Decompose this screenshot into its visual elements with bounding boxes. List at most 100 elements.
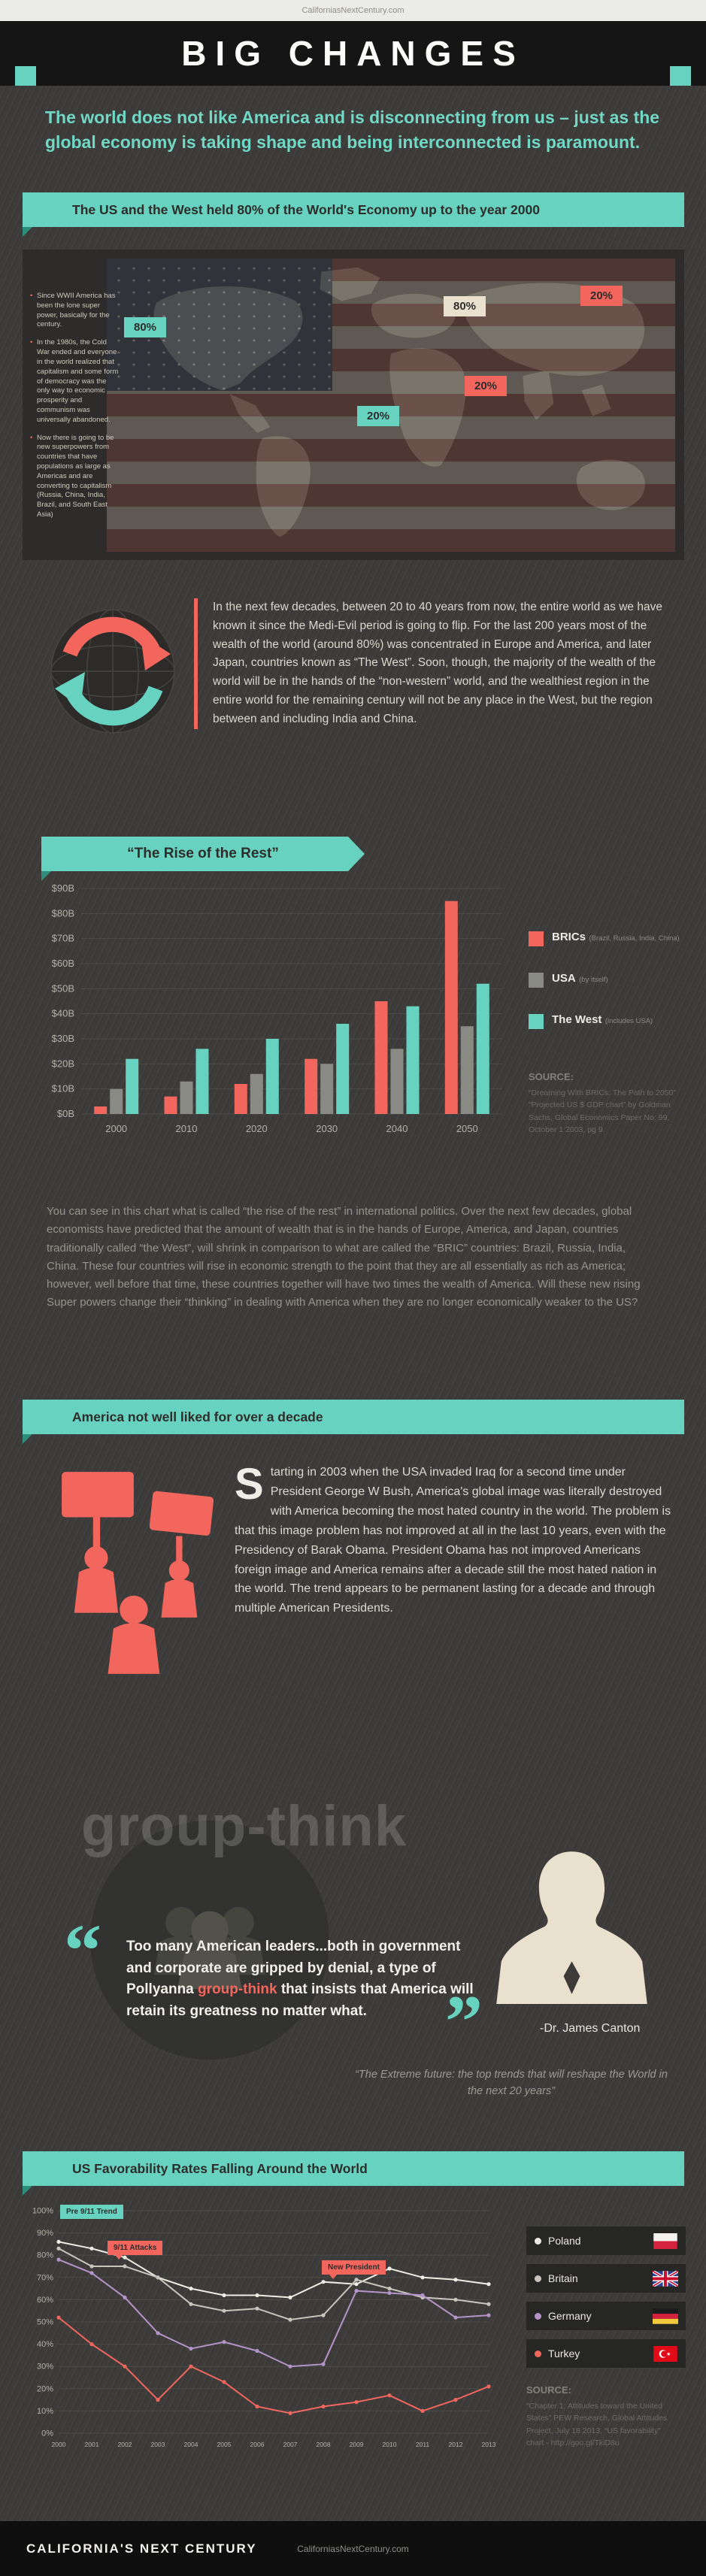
x-tick-label: 2011 xyxy=(416,2441,430,2448)
disliked-paragraph-text: tarting in 2003 when the USA invaded Ira… xyxy=(235,1466,671,1615)
point-britain-2009 xyxy=(354,2278,359,2282)
bar-brics-2030 xyxy=(305,1058,318,1114)
point-germany-2008 xyxy=(321,2362,326,2366)
x-tick-label: 2005 xyxy=(217,2441,232,2448)
poland-flag-icon xyxy=(653,2232,678,2249)
point-poland-2012 xyxy=(453,2278,458,2282)
x-tick-label: 2002 xyxy=(118,2441,132,2448)
y-tick-label: $50B xyxy=(52,982,74,994)
bar-the-west-2050 xyxy=(476,983,489,1114)
point-britain-2001 xyxy=(89,2264,94,2269)
bar-chart-legend: BRICs (Brazil, Russia, India, China) USA… xyxy=(529,931,686,1055)
point-turkey-2013 xyxy=(486,2384,491,2389)
point-turkey-2006 xyxy=(255,2404,259,2409)
y-tick-label: $70B xyxy=(52,933,74,944)
x-tick-label: 2013 xyxy=(482,2441,496,2448)
groupthink-watermark: group-think xyxy=(81,1794,408,1858)
y-tick-label: $30B xyxy=(52,1033,74,1044)
legend-label: USA xyxy=(552,972,576,985)
y-tick-label: $10B xyxy=(52,1083,74,1094)
header-band: BIG CHANGES xyxy=(0,21,706,86)
point-britain-2003 xyxy=(156,2275,160,2280)
point-germany-2009 xyxy=(354,2289,359,2293)
x-tick-label: 2010 xyxy=(383,2441,397,2448)
point-turkey-2005 xyxy=(222,2380,226,2384)
usa-swatch xyxy=(529,973,544,988)
bar-usa-2040 xyxy=(390,1049,404,1114)
map-label-north-america: 80% xyxy=(124,317,167,338)
quote-text: that insists that America will retain it… xyxy=(126,1981,474,2019)
point-turkey-2003 xyxy=(156,2398,160,2402)
legend-label: Britain xyxy=(548,2272,578,2284)
point-germany-2004 xyxy=(189,2346,193,2351)
x-tick-label: 2007 xyxy=(283,2441,298,2448)
point-turkey-2007 xyxy=(288,2411,292,2415)
line-chart-source: SOURCE: “Chapter 1: Attitudes toward the… xyxy=(526,2384,688,2449)
point-turkey-2010 xyxy=(387,2393,392,2398)
source-line: October 1 2003, pg 9. xyxy=(529,1125,605,1134)
crowd-circle xyxy=(90,1821,329,2060)
y-tick-label: 20% xyxy=(37,2384,53,2393)
point-britain-2004 xyxy=(189,2302,193,2306)
turkey-flag-icon xyxy=(653,2345,678,2362)
quote-highlight: group-think xyxy=(198,1981,277,1997)
x-tick-label: 2006 xyxy=(250,2441,265,2448)
ribbon-fold xyxy=(23,2186,32,2196)
bar-the-west-2010 xyxy=(195,1049,209,1114)
x-tick-label: 2030 xyxy=(316,1123,338,1134)
point-poland-2013 xyxy=(486,2282,491,2287)
source-line: States” PEW Research, Global Attitudes xyxy=(526,2414,668,2423)
map-label-africa: 20% xyxy=(465,376,508,396)
point-germany-2002 xyxy=(123,2295,127,2299)
x-tick-label: 2004 xyxy=(184,2441,198,2448)
drop-cap: S xyxy=(235,1460,264,1509)
bar-usa-2020 xyxy=(250,1073,263,1114)
y-tick-label: 40% xyxy=(37,2340,53,2349)
legend-item-turkey: Turkey xyxy=(526,2339,686,2368)
poland-dot xyxy=(535,2237,541,2245)
source-line: “Projected US $ GDP chart” by Goldman xyxy=(529,1100,671,1110)
y-tick-label: $90B xyxy=(52,882,74,894)
source-line: “Chapter 1: Attitudes toward the United xyxy=(526,2402,662,2411)
footer-logo: CALIFORNIA'S NEXT CENTURY xyxy=(26,2541,257,2556)
y-tick-label: $40B xyxy=(52,1008,74,1019)
point-britain-2002 xyxy=(123,2264,127,2269)
crowd-icon xyxy=(153,1906,266,1989)
x-tick-label: 2003 xyxy=(151,2441,165,2448)
bar-brics-2000 xyxy=(94,1106,108,1114)
point-germany-2011 xyxy=(420,2293,425,2298)
point-germany-2012 xyxy=(453,2315,458,2320)
point-poland-2004 xyxy=(189,2287,193,2291)
legend-note: (includes USA) xyxy=(604,1017,653,1025)
x-tick-label: 2009 xyxy=(350,2441,364,2448)
point-turkey-2004 xyxy=(189,2364,193,2369)
y-tick-label: $80B xyxy=(52,907,74,919)
map-bullet: Now there is going to be new superpowers… xyxy=(30,434,120,520)
book-reference: “The Extreme future: the top trends that… xyxy=(355,2069,668,2097)
legend-item-west: The West (includes USA) xyxy=(529,1013,686,1029)
legend-item-germany: Germany xyxy=(526,2302,686,2330)
point-germany-2000 xyxy=(56,2257,61,2262)
point-poland-2007 xyxy=(288,2295,292,2299)
point-turkey-2001 xyxy=(89,2342,94,2347)
source-line: Project, July 18 2013, “US favorability” xyxy=(526,2426,661,2435)
point-britain-2007 xyxy=(288,2317,292,2322)
open-quote-mark: “ xyxy=(64,1909,102,1992)
map-label-asia: 20% xyxy=(580,286,623,306)
legend-label: Poland xyxy=(548,2235,581,2247)
banner-text: US Favorability Rates Falling Around the… xyxy=(23,2151,684,2186)
point-germany-2010 xyxy=(387,2290,392,2296)
map-bullet-list: Since WWII America has been the lone sup… xyxy=(30,292,120,528)
point-britain-2006 xyxy=(255,2306,259,2311)
legend-item-usa: USA (by itself) xyxy=(529,972,686,988)
quote-text: Too many American leaders...both in gove… xyxy=(126,1939,461,1997)
intro-statement: The world does not like America and is d… xyxy=(45,107,660,152)
point-germany-2001 xyxy=(89,2271,94,2275)
point-britain-2010 xyxy=(387,2287,392,2291)
map-label-europe: 80% xyxy=(444,296,486,316)
source-line: chart - http://goo.gl/TkiD8u xyxy=(526,2438,620,2447)
section-banner-economy: The US and the West held 80% of the Worl… xyxy=(23,192,684,237)
y-tick-label: 50% xyxy=(37,2318,53,2327)
point-turkey-2011 xyxy=(420,2408,425,2413)
